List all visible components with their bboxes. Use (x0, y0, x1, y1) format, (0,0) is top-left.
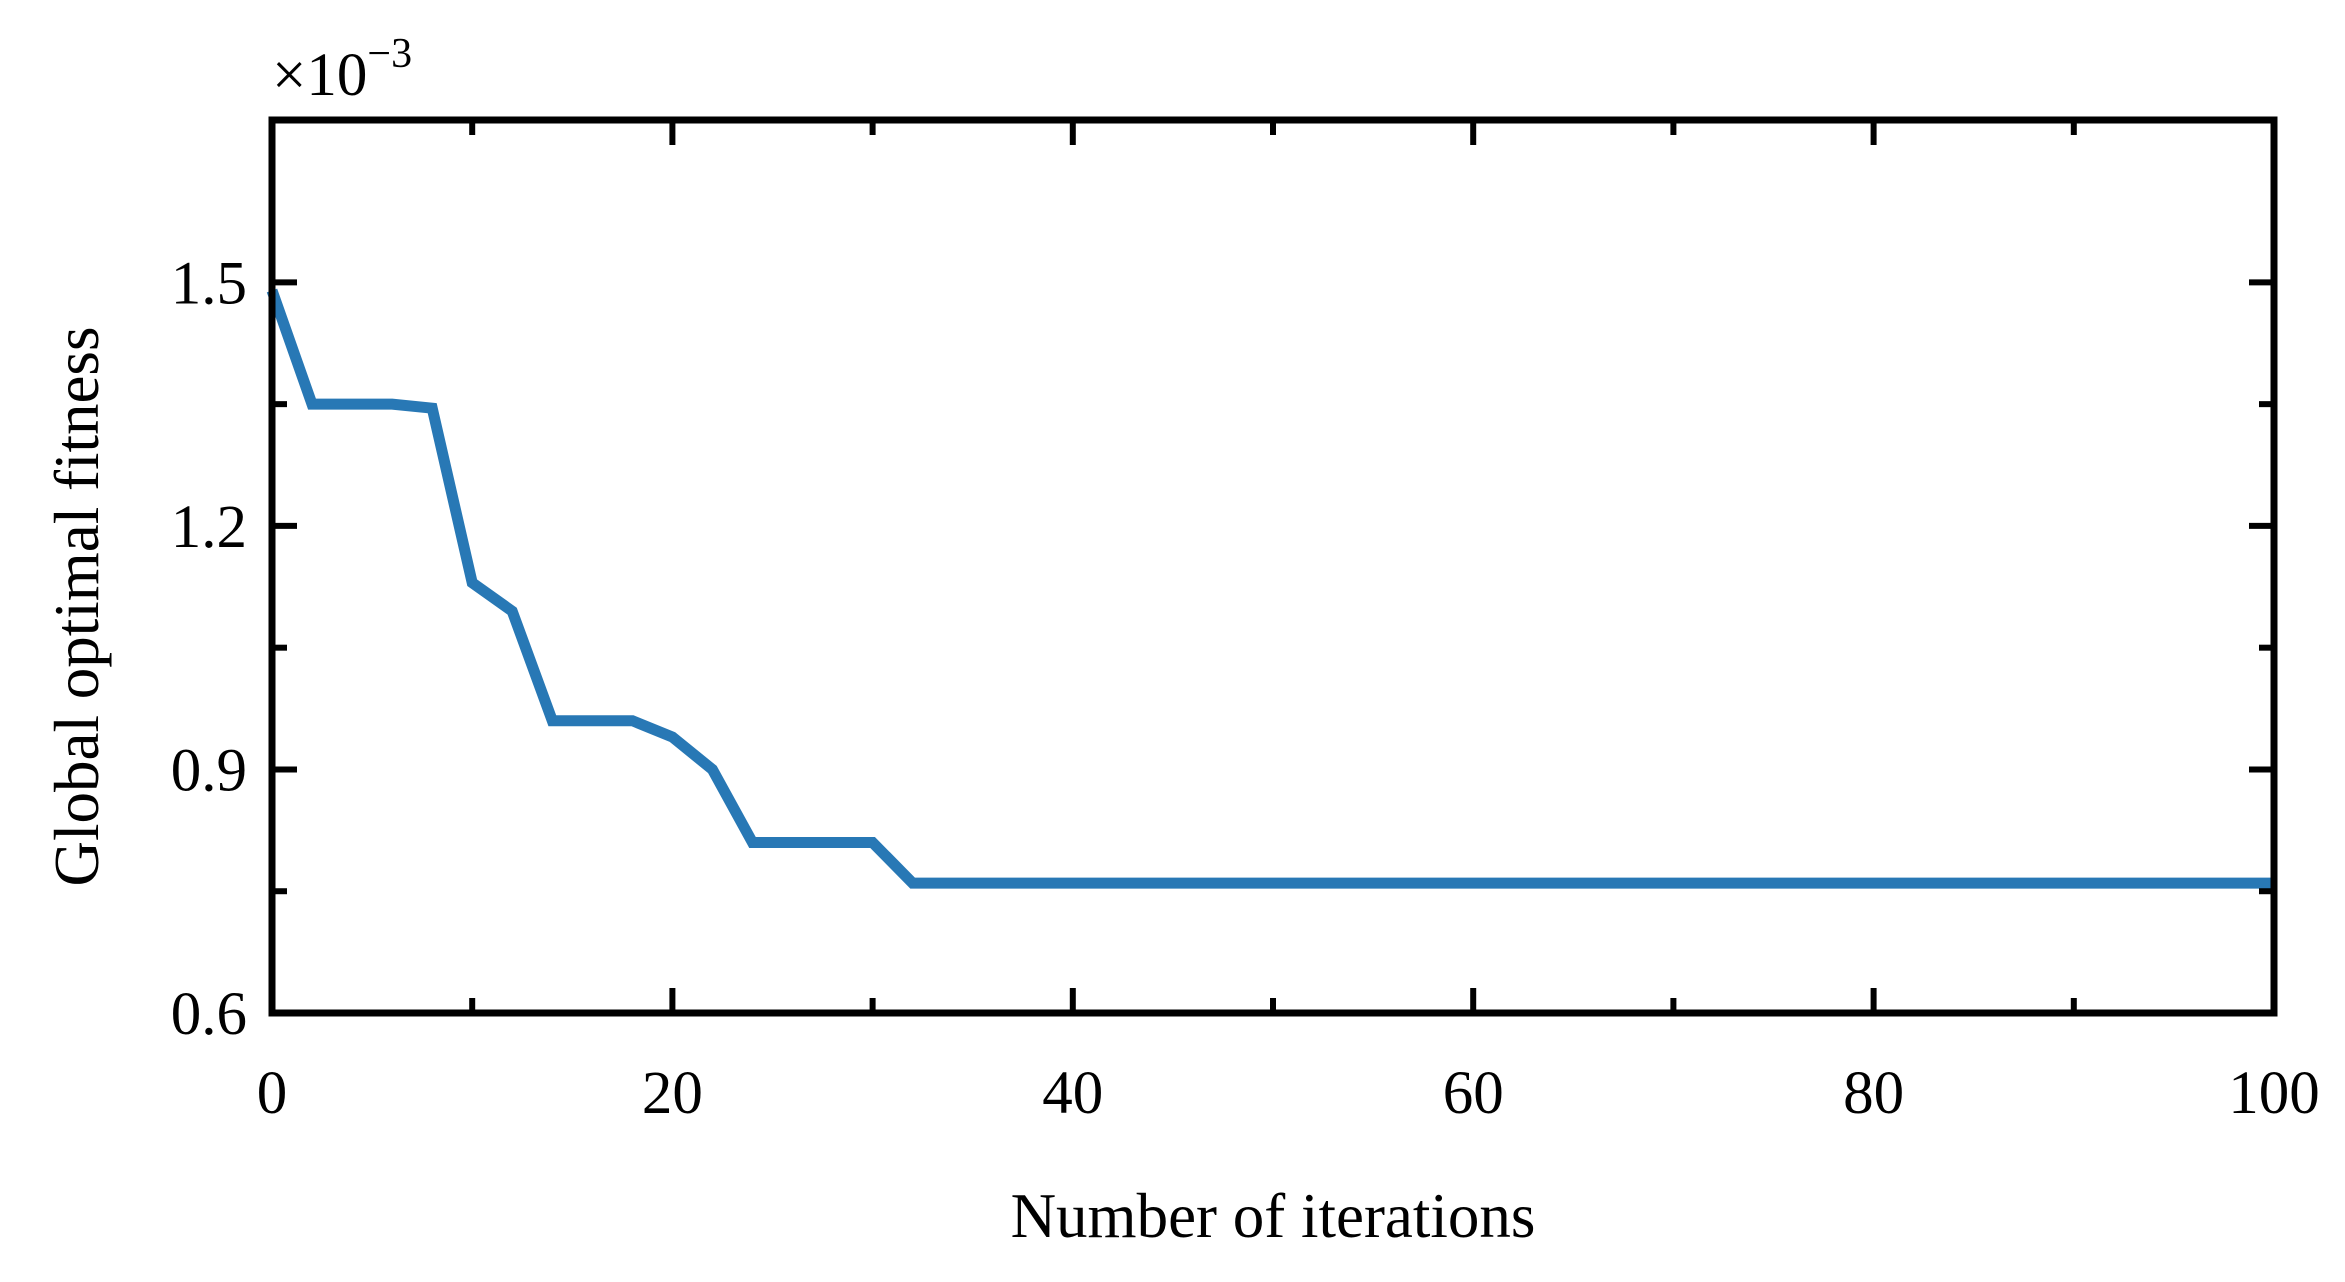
chart-marks (266, 288, 2274, 889)
y-axis-multiplier: ×10−3 (272, 31, 412, 109)
x-tick-label: 100 (2228, 1060, 2320, 1127)
axis-ticks (272, 120, 2274, 1013)
x-axis-title: Number of iterations (1011, 1181, 1536, 1251)
tick-labels: 0 20 40 60 80 100 0.6 0.9 1.2 1.5 (171, 250, 2320, 1127)
series-line (266, 288, 2274, 889)
y-axis-title: Global optimal fitness (42, 327, 112, 887)
x-tick-label: 80 (1843, 1060, 1904, 1127)
y-axis-multiplier-exponent: −3 (367, 31, 412, 77)
y-tick-label: 0.9 (171, 737, 247, 804)
y-tick-label: 0.6 (171, 981, 247, 1048)
x-tick-label: 20 (642, 1060, 703, 1127)
y-tick-label: 1.5 (171, 250, 247, 317)
x-tick-label: 60 (1443, 1060, 1504, 1127)
x-tick-label: 40 (1042, 1060, 1103, 1127)
x-tick-label: 0 (257, 1060, 288, 1127)
y-axis-multiplier-base: ×10 (272, 42, 367, 109)
y-tick-label: 1.2 (171, 494, 247, 561)
